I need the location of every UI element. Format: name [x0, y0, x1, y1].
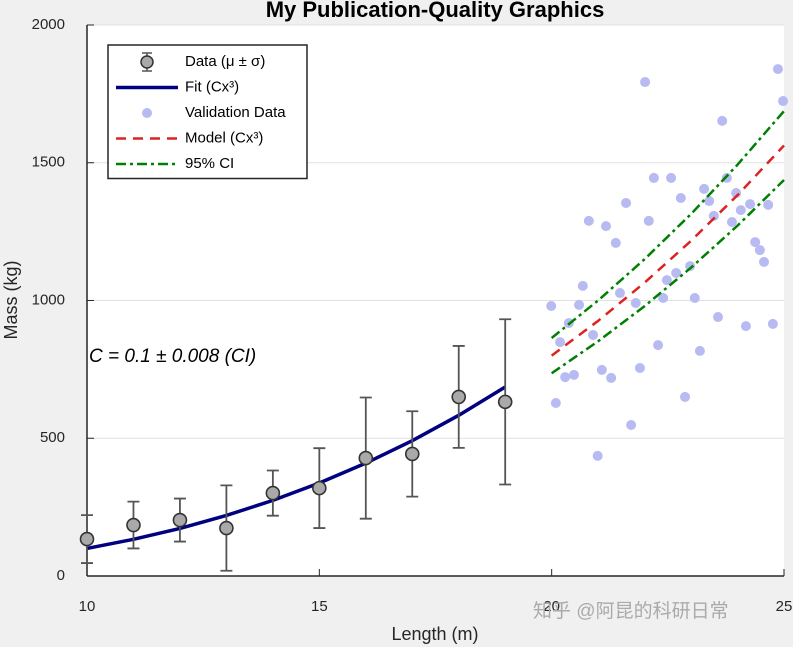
- validation-point: [666, 172, 677, 183]
- x-axis-label: Length (m): [391, 624, 478, 644]
- validation-point: [606, 372, 617, 383]
- y-tick-label: 1000: [32, 291, 65, 308]
- chart-title: My Publication-Quality Graphics: [266, 0, 605, 22]
- validation-point: [592, 450, 603, 461]
- validation-point: [717, 115, 728, 126]
- validation-point: [726, 216, 737, 227]
- validation-point: [708, 210, 719, 221]
- x-tick-label: 15: [311, 598, 328, 615]
- validation-point: [767, 318, 778, 329]
- validation-point: [560, 372, 571, 383]
- watermark: 知乎 @阿昆的科研日常: [533, 600, 729, 622]
- data-point: [497, 394, 513, 410]
- validation-point: [614, 288, 625, 299]
- validation-point: [643, 215, 654, 226]
- y-tick-label: 1500: [32, 154, 65, 171]
- validation-point: [658, 293, 669, 304]
- legend-swatch: [140, 55, 154, 69]
- validation-point: [588, 329, 599, 340]
- validation-point: [574, 299, 585, 310]
- validation-point: [648, 172, 659, 183]
- validation-point: [685, 261, 696, 272]
- validation-point: [713, 312, 724, 323]
- legend-box: [107, 44, 308, 180]
- validation-point: [568, 369, 579, 380]
- validation-point: [699, 183, 710, 194]
- validation-point: [778, 96, 789, 107]
- legend-label: Data (μ ± σ): [185, 53, 265, 70]
- validation-point: [675, 193, 686, 204]
- data-point: [219, 520, 234, 536]
- data-point: [358, 450, 374, 466]
- x-tick-label: 10: [79, 598, 96, 615]
- data-point: [79, 531, 95, 547]
- validation-point: [596, 364, 607, 375]
- validation-point: [626, 420, 637, 431]
- y-tick-label: 500: [40, 429, 65, 446]
- y-tick-label: 0: [57, 567, 65, 584]
- annotation: C = 0.1 ± 0.008 (CI): [89, 346, 256, 367]
- validation-point: [546, 301, 557, 312]
- validation-point: [754, 245, 765, 256]
- fit-line: [86, 385, 507, 551]
- validation-point: [634, 362, 645, 373]
- y-axis-label: Mass (kg): [1, 260, 21, 339]
- x-tick-label: 25: [776, 598, 793, 615]
- legend-swatch: [142, 108, 152, 118]
- legend-label: Model (Cx³): [185, 129, 263, 146]
- validation-point: [689, 293, 700, 304]
- validation-point: [735, 205, 746, 216]
- validation-point: [759, 256, 770, 267]
- validation-point: [745, 199, 756, 210]
- validation-point: [772, 64, 783, 75]
- y-tick-label: 2000: [32, 16, 65, 33]
- validation-point: [550, 397, 561, 408]
- validation-point: [763, 199, 774, 210]
- validation-point: [694, 345, 705, 356]
- data-point: [172, 512, 188, 528]
- validation-point: [704, 196, 715, 207]
- validation-point: [661, 275, 672, 286]
- validation-point: [630, 297, 641, 308]
- validation-point: [680, 391, 691, 402]
- validation-point: [653, 340, 664, 351]
- validation-point: [671, 267, 682, 278]
- data-point: [265, 485, 281, 501]
- data-point: [404, 446, 420, 462]
- ci-line: [550, 179, 785, 375]
- validation-point: [610, 237, 621, 248]
- x-tick-label: 20: [543, 598, 560, 615]
- validation-point: [740, 321, 751, 332]
- validation-point: [555, 337, 566, 348]
- validation-point: [750, 237, 761, 248]
- validation-point: [577, 280, 588, 291]
- validation-point: [601, 221, 612, 232]
- data-point: [312, 480, 327, 496]
- validation-point: [621, 197, 632, 208]
- data-point: [451, 389, 467, 405]
- legend-label: 95% CI: [185, 155, 234, 172]
- legend-label: Validation Data: [185, 104, 286, 121]
- model-line: [550, 144, 785, 357]
- validation-point: [583, 215, 594, 226]
- data-point: [126, 517, 141, 533]
- validation-point: [640, 77, 651, 88]
- legend-label: Fit (Cx³): [185, 78, 239, 95]
- ci-line: [550, 110, 785, 339]
